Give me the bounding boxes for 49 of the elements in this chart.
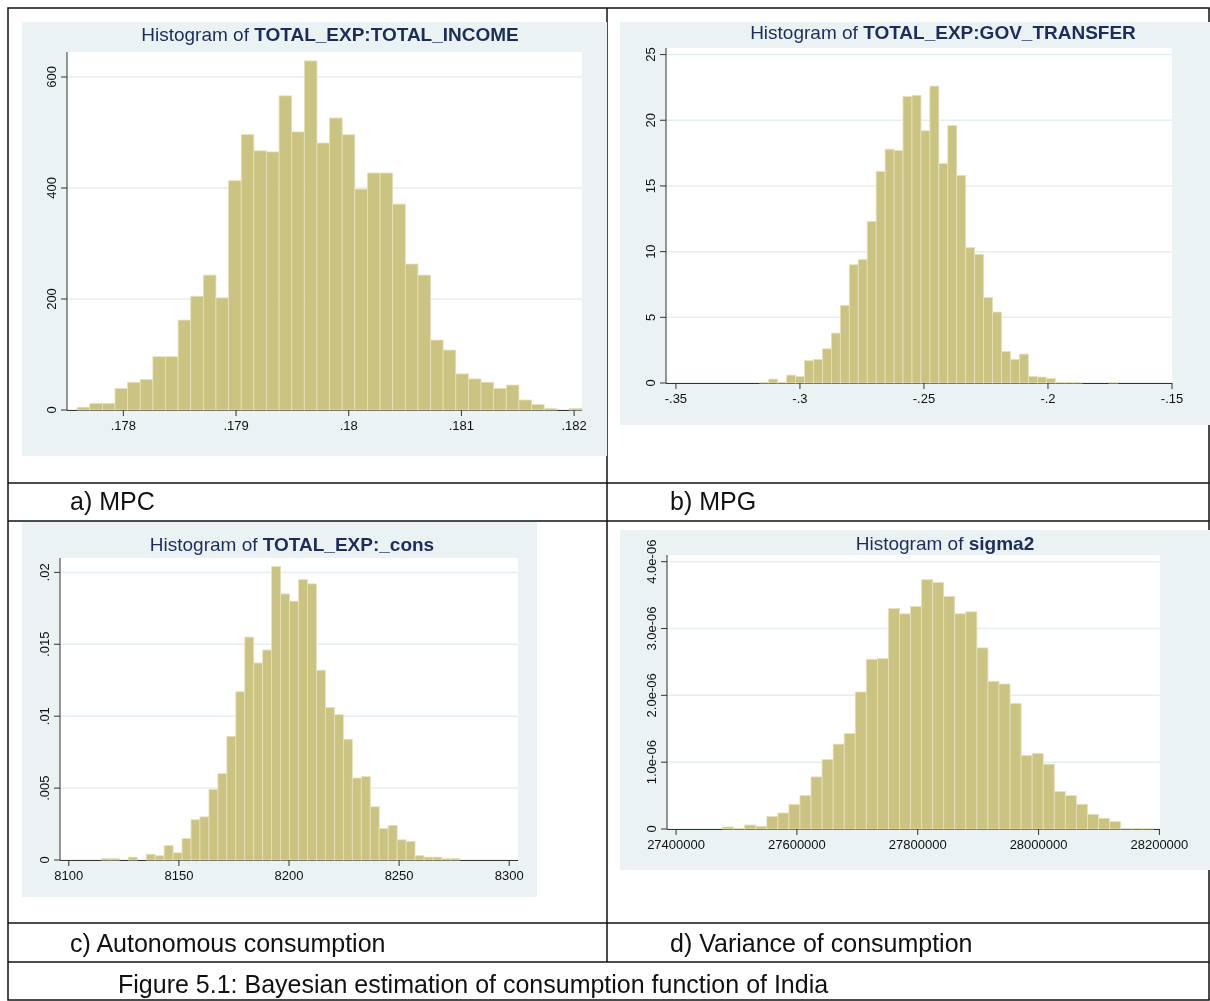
y-tick-label: 0	[37, 856, 52, 864]
y-tick-label: 4.0e-06	[644, 539, 659, 584]
x-tick-label: -.25	[912, 391, 936, 406]
y-tick-label: .005	[37, 775, 52, 801]
y-tick-label: 3.0e-06	[644, 606, 659, 651]
x-tick-label: -.35	[664, 391, 688, 406]
y-tick-label: 200	[44, 288, 59, 310]
y-tick-label: 10	[643, 244, 658, 259]
y-tick-label: 0	[644, 825, 659, 833]
y-tick-label: 0	[643, 379, 658, 387]
y-tick-label: 20	[643, 113, 658, 128]
x-tick-label: -.15	[1160, 391, 1184, 406]
x-tick-label: -.2	[1040, 391, 1056, 406]
x-tick-label: 8250	[384, 868, 414, 883]
x-tick-label: -.3	[792, 391, 808, 406]
x-tick-label: .18	[339, 418, 358, 433]
y-tick-label: .01	[37, 707, 52, 726]
chart-title: Histogram of TOTAL_EXP:GOV_TRANSFER	[750, 22, 1137, 44]
y-tick-label: 600	[44, 66, 59, 88]
x-tick-label: 8200	[274, 868, 304, 883]
y-tick-label: .02	[37, 563, 52, 582]
text: c) Autonomous consumption	[70, 928, 386, 957]
x-tick-label: 27400000	[647, 837, 705, 852]
x-tick-label: 27800000	[888, 837, 947, 852]
y-tick-label: 1.0e-06	[644, 740, 659, 785]
y-tick-label: 15	[643, 178, 658, 194]
y-tick-label: 0	[44, 406, 59, 414]
y-tick-label: 5	[643, 313, 658, 321]
y-tick-label: .015	[37, 631, 52, 657]
x-tick-label: .179	[223, 418, 249, 433]
x-tick-label: .182	[561, 418, 587, 433]
chart-title: Histogram of sigma2	[855, 533, 1035, 555]
caption: Figure 5.1: Bayesian estimation of consumption function of India	[118, 969, 829, 998]
x-tick-label: 28200000	[1130, 837, 1189, 852]
x-tick-label: .178	[110, 418, 136, 433]
y-tick-label: 400	[44, 177, 59, 199]
x-tick-label: 8100	[54, 868, 84, 883]
chart-title: Histogram of TOTAL_EXP:TOTAL_INCOME	[141, 24, 519, 46]
x-tick-label: 8300	[494, 868, 524, 883]
chart-title: Histogram of TOTAL_EXP:_cons	[149, 534, 435, 556]
y-tick-label: 2.0e-06	[644, 673, 659, 718]
text: a) MPC	[70, 486, 155, 515]
x-tick-label: 27600000	[767, 837, 826, 852]
x-tick-label: .181	[448, 418, 475, 433]
text: d) Variance of consumption	[670, 928, 973, 957]
x-tick-label: 8150	[164, 868, 194, 883]
y-tick-label: 25	[643, 47, 658, 62]
x-tick-label: 28000000	[1009, 837, 1068, 852]
text: b) MPG	[670, 486, 757, 515]
